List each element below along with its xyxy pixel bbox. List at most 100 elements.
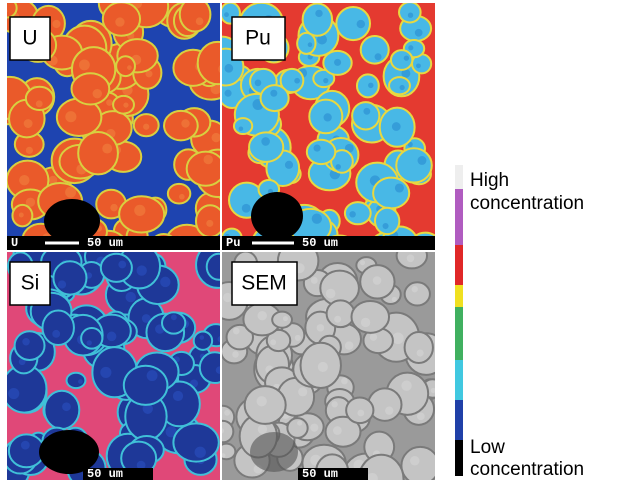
grain bbox=[261, 137, 270, 146]
grain bbox=[326, 289, 336, 299]
grain bbox=[392, 333, 403, 344]
grain bbox=[199, 335, 204, 340]
grain bbox=[333, 426, 342, 435]
grain bbox=[270, 339, 276, 345]
grain bbox=[110, 204, 117, 211]
grain bbox=[327, 300, 355, 327]
grain bbox=[370, 333, 377, 340]
scale-segment bbox=[455, 165, 463, 189]
grain bbox=[261, 85, 289, 111]
grain bbox=[0, 95, 7, 106]
grain bbox=[375, 53, 382, 60]
grain bbox=[375, 208, 399, 234]
grain bbox=[363, 108, 370, 115]
grain bbox=[401, 447, 439, 482]
grain bbox=[408, 45, 413, 50]
grain bbox=[345, 202, 371, 224]
grain bbox=[258, 425, 267, 434]
figure: U 50 um U Pu 50 um Pu 50 um Si 50 um SEM bbox=[0, 0, 619, 482]
scale-segment bbox=[455, 440, 463, 476]
scale-segment bbox=[455, 307, 463, 360]
grain bbox=[19, 175, 29, 185]
scale-segment bbox=[455, 400, 463, 440]
grain bbox=[361, 318, 370, 327]
grain bbox=[160, 277, 170, 287]
panel-label: U bbox=[22, 27, 37, 50]
grain bbox=[308, 42, 313, 47]
grain bbox=[416, 63, 421, 68]
grain bbox=[221, 453, 226, 458]
grain bbox=[196, 17, 204, 25]
grain bbox=[314, 145, 321, 152]
grain bbox=[171, 0, 181, 3]
grain bbox=[404, 55, 409, 60]
grain bbox=[392, 297, 397, 302]
grain bbox=[357, 74, 379, 97]
grain bbox=[242, 204, 251, 213]
grain bbox=[223, 293, 232, 302]
grain bbox=[405, 282, 430, 305]
grain bbox=[324, 113, 332, 121]
grain bbox=[360, 260, 365, 265]
grain bbox=[417, 349, 424, 356]
grain bbox=[334, 59, 341, 66]
grain bbox=[303, 4, 332, 36]
grain bbox=[345, 341, 353, 349]
void bbox=[251, 192, 303, 240]
grain bbox=[287, 418, 307, 438]
grain bbox=[212, 133, 221, 142]
grain bbox=[0, 0, 17, 17]
grain bbox=[401, 381, 411, 391]
legend-low: concentration bbox=[470, 459, 584, 480]
grain bbox=[331, 401, 337, 407]
grain bbox=[0, 475, 7, 482]
scale-segment bbox=[455, 360, 463, 400]
grain bbox=[400, 85, 405, 90]
grain bbox=[127, 65, 132, 70]
grain bbox=[368, 388, 401, 420]
grain bbox=[285, 161, 293, 169]
panel-si: 50 um Si bbox=[0, 234, 240, 482]
grain bbox=[234, 118, 252, 134]
grain bbox=[195, 447, 206, 458]
grain bbox=[173, 391, 183, 401]
grain bbox=[79, 59, 90, 70]
grain bbox=[36, 100, 43, 107]
panel-label: Pu bbox=[245, 27, 271, 50]
grain bbox=[115, 17, 124, 26]
grain bbox=[137, 265, 147, 275]
grain bbox=[341, 378, 348, 385]
grain bbox=[315, 10, 322, 17]
grain bbox=[125, 292, 135, 302]
grain bbox=[26, 147, 33, 154]
grain bbox=[87, 340, 92, 345]
grain bbox=[107, 332, 117, 342]
grain bbox=[310, 424, 318, 432]
color-scale bbox=[455, 165, 463, 476]
grain bbox=[239, 126, 244, 131]
grain bbox=[102, 144, 112, 154]
grain bbox=[389, 77, 410, 94]
panel-u: U 50 um U bbox=[0, 0, 240, 268]
grain bbox=[368, 83, 373, 88]
grain bbox=[164, 111, 198, 140]
grain bbox=[21, 441, 30, 450]
grain bbox=[22, 338, 29, 345]
grain bbox=[8, 388, 19, 399]
grain bbox=[52, 330, 60, 338]
grain bbox=[15, 331, 45, 360]
grain bbox=[52, 20, 60, 28]
grain bbox=[318, 362, 328, 372]
grain bbox=[65, 111, 76, 122]
scale-bar-label: 50 um bbox=[87, 467, 123, 481]
grain bbox=[180, 0, 211, 32]
grain bbox=[294, 78, 300, 84]
grain bbox=[352, 102, 379, 129]
grain bbox=[203, 155, 212, 164]
grain bbox=[307, 140, 335, 164]
grain bbox=[53, 261, 86, 294]
grain bbox=[206, 220, 213, 227]
grain bbox=[283, 316, 288, 321]
grain bbox=[124, 366, 168, 405]
grain bbox=[224, 12, 229, 17]
